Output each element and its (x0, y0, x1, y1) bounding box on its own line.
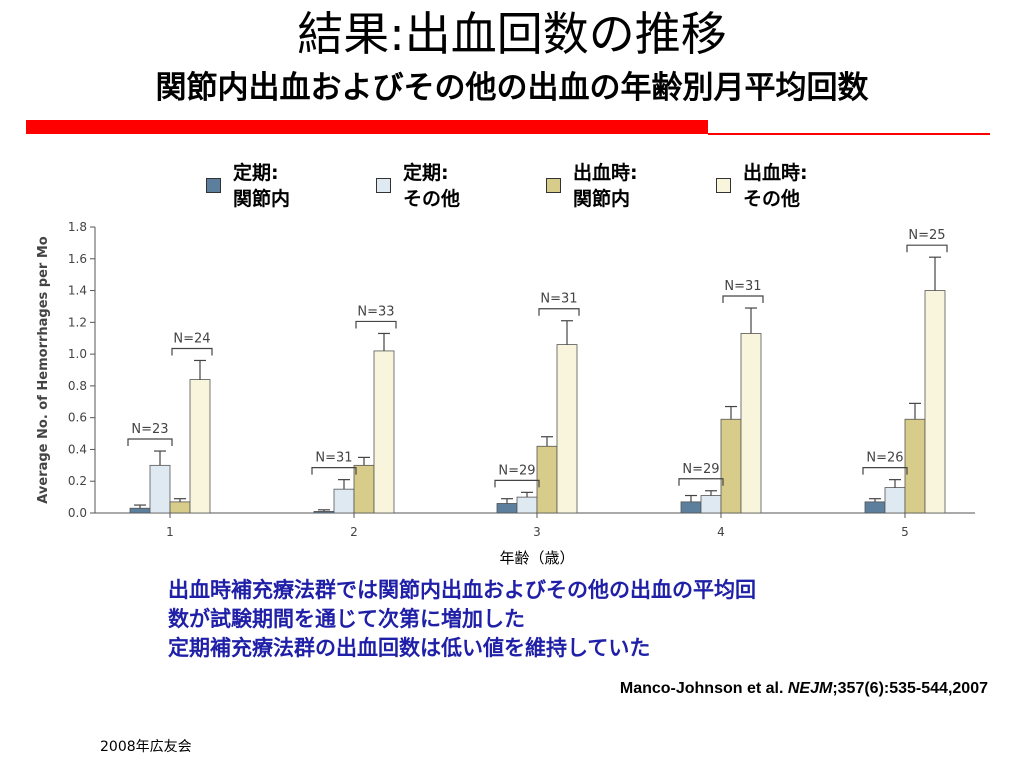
bar (496, 503, 518, 514)
legend-label: 出血時: 関節内 (573, 162, 638, 210)
y-tick-label: 0.0 (68, 506, 87, 520)
legend-item-episodic-other: 出血時: その他 (716, 160, 808, 212)
n-prophylaxis-label: N=31 (315, 451, 352, 466)
bar (373, 350, 395, 514)
n-prophylaxis-bracket (311, 467, 357, 475)
y-tick-label: 1.2 (68, 315, 87, 329)
n-episodic-label: N=31 (540, 292, 577, 307)
n-episodic-bracket (906, 244, 948, 253)
bar-chart: 0.0 0.2 0.4 0.6 0.8 1.0 1.2 1.4 1.6 1.8 Average No… (36, 220, 975, 567)
note-line: 出血時補充療法群では関節内出血およびその他の出血の平均回 (168, 578, 756, 602)
n-prophylaxis-label: N=23 (131, 422, 168, 437)
note-line: 数が試験期間を通じて次第に増加した (168, 607, 525, 631)
y-tick-label: 1.8 (68, 220, 87, 234)
x-tick-label: 4 (717, 525, 725, 539)
bar (313, 511, 335, 514)
legend-item-episodic-joint: 出血時: 関節内 (546, 160, 638, 212)
bar (700, 495, 722, 514)
bar (680, 501, 702, 514)
legend-label: 定期: その他 (403, 162, 461, 210)
legend-swatch (206, 178, 221, 193)
y-tick-label: 0.6 (68, 411, 87, 425)
n-prophylaxis-bracket (678, 478, 724, 486)
x-tick-label: 1 (166, 525, 174, 539)
x-axis-title: 年齢（歳） (499, 549, 574, 567)
citation: Manco-Johnson et al. NEJM;357(6):535-544… (620, 680, 988, 698)
n-episodic-label: N=25 (908, 228, 945, 243)
y-tick-label: 1.6 (68, 252, 87, 266)
n-episodic-label: N=33 (357, 304, 394, 319)
y-tick-label: 0.8 (68, 379, 87, 393)
citation-details: ;357(6):535-544,2007 (832, 680, 988, 697)
bar (740, 333, 762, 514)
summary-notes: 出血時補充療法群では関節内出血およびその他の出血の平均回 数が試験期間を通じて次… (168, 576, 756, 663)
bar (189, 379, 211, 514)
n-prophylaxis-bracket (127, 438, 173, 447)
bar (556, 344, 578, 514)
bar (904, 418, 926, 514)
slide-subtitle: 関節内出血およびその他の出血の年齢別月平均回数 (155, 70, 869, 106)
legend-swatch (376, 178, 391, 193)
accent-bar (26, 120, 708, 134)
slide-title: 結果:出血回数の推移 (297, 7, 727, 61)
bar (333, 488, 355, 514)
bar (149, 464, 171, 514)
n-prophylaxis-label: N=29 (682, 462, 719, 477)
n-episodic-bracket (722, 295, 764, 304)
note-line: 定期補充療法群の出血回数は低い値を維持していた (168, 636, 651, 660)
accent-line (708, 133, 990, 135)
n-episodic-bracket (171, 347, 213, 356)
n-episodic-label: N=24 (173, 331, 210, 346)
legend-swatch (716, 178, 731, 193)
bar (924, 290, 946, 514)
legend-item-prophylaxis-other: 定期: その他 (376, 160, 460, 212)
bar (129, 507, 151, 514)
y-tick-label: 0.2 (68, 474, 87, 488)
n-prophylaxis-label: N=29 (498, 463, 535, 478)
n-prophylaxis-bracket (494, 479, 540, 488)
citation-journal: NEJM (787, 680, 833, 697)
n-episodic-label: N=31 (724, 279, 761, 294)
bar (884, 487, 906, 514)
legend-swatch (546, 178, 561, 193)
bar (169, 501, 191, 514)
citation-authors: Manco-Johnson et al. (619, 680, 788, 697)
y-tick-label: 1.0 (68, 347, 87, 361)
x-tick-label: 2 (350, 525, 358, 539)
bar (720, 418, 742, 514)
n-episodic-bracket (355, 320, 397, 329)
legend-label: 出血時: その他 (743, 162, 808, 210)
y-tick-label: 0.4 (68, 442, 87, 456)
x-tick-label: 3 (533, 525, 541, 539)
footer-text: 2008年広友会 (100, 739, 192, 755)
bar (516, 496, 538, 514)
y-axis-title: Average No. of Hemorrhages per Mo (36, 236, 51, 504)
n-prophylaxis-label: N=26 (866, 451, 903, 466)
legend-item-prophylaxis-joint: 定期: 関節内 (206, 160, 290, 212)
bar (864, 501, 886, 514)
bar (536, 445, 558, 514)
n-episodic-bracket (538, 308, 580, 316)
legend-label: 定期: 関節内 (233, 162, 291, 210)
x-tick-label: 5 (901, 525, 909, 539)
y-tick-label: 1.4 (68, 284, 87, 298)
n-prophylaxis-bracket (862, 467, 908, 475)
bar (353, 464, 375, 514)
